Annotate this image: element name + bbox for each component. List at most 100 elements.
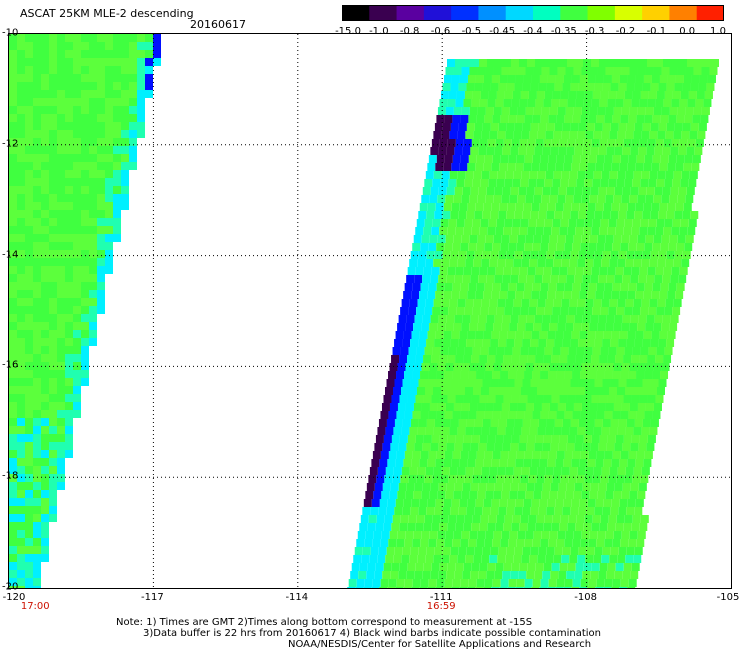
swath-cell [381,491,390,499]
swath-cell [73,106,81,114]
swath-cell [483,459,492,467]
swath-cell [33,386,41,394]
swath-cell [57,82,65,90]
swath-cell [575,227,584,235]
swath-cell [632,515,641,523]
swath-cell [594,251,603,259]
swath-cell [545,467,554,475]
swath-cell [65,378,73,386]
swath-cell [649,299,658,307]
swath-cell [653,323,662,331]
swath-cell [17,194,25,202]
swath-cell [445,531,454,539]
swath-cell [663,355,672,363]
swath-cell [567,395,576,403]
swath-cell [17,442,25,450]
swath-cell [660,371,669,379]
swath-cell [458,379,467,387]
swath-cell [646,315,655,323]
swath-cell [17,290,25,298]
swath-cell [49,282,57,290]
swath-cell [57,378,65,386]
swath-cell [625,299,634,307]
swath-cell [609,555,618,563]
swath-cell [137,90,145,98]
swath-cell [479,267,488,275]
swath-cell [17,458,25,466]
swath-cell [472,387,481,395]
swath-cell [468,283,477,291]
swath-cell [89,338,97,346]
swath-cell [17,482,25,490]
swath-cell [564,155,573,163]
swath-cell [618,83,627,91]
swath-cell [485,323,494,331]
swath-cell [25,378,33,386]
swath-cell [559,59,567,67]
swath-cell [41,258,49,266]
swath-cell [405,403,414,411]
swath-cell [583,523,592,531]
swath-cell [476,243,485,251]
swath-cell [17,186,25,194]
swath-cell [479,59,487,67]
swath-cell [579,459,588,467]
swath-cell [460,243,469,251]
swath-cell [413,531,422,539]
swath-cell [667,163,676,171]
swath-cell [600,475,609,483]
swath-cell [464,475,473,483]
swath-cell [568,515,577,523]
swath-cell [642,123,651,131]
swath-cell [571,163,580,171]
swath-cell [536,307,545,315]
swath-cell [33,146,41,154]
swath-cell [65,82,73,90]
swath-cell [610,507,619,515]
swath-cell [378,547,387,555]
swath-cell [487,435,496,443]
swath-cell [525,67,534,75]
swath-cell [413,323,422,331]
swath-cell [592,219,601,227]
swath-cell [81,34,89,42]
swath-cell [81,42,89,50]
swath-cell [470,187,479,195]
swath-cell [395,587,404,588]
swath-cell [516,155,525,163]
swath-cell [425,299,434,307]
swath-cell [137,106,145,114]
swath-cell [461,531,470,539]
swath-cell [81,138,89,146]
swath-cell [549,195,558,203]
swath-cell [17,50,25,58]
swath-cell [430,275,439,283]
swath-cell [113,50,121,58]
swath-cell [644,283,653,291]
swath-cell [597,531,606,539]
swath-cell [508,539,517,547]
swath-cell [549,403,558,411]
swath-cell [413,491,422,499]
swath-cell [89,106,97,114]
swath-cell [81,122,89,130]
swath-cell [497,131,506,139]
swath-cell [632,387,641,395]
swath-cell [500,371,509,379]
swath-cell [25,418,33,426]
swath-cell [600,307,609,315]
swath-cell [370,547,379,555]
swath-cell [544,307,553,315]
swath-cell [491,291,500,299]
swath-cell [689,131,698,139]
swath-cell [495,523,504,531]
swath-cell [364,539,373,547]
swath-cell [73,394,81,402]
swath-cell [624,91,633,99]
swath-cell [33,186,41,194]
swath-cell [470,275,479,283]
swath-cell [394,507,403,515]
swath-cell [451,75,460,83]
swath-cell [552,219,561,227]
swath-cell [73,90,81,98]
